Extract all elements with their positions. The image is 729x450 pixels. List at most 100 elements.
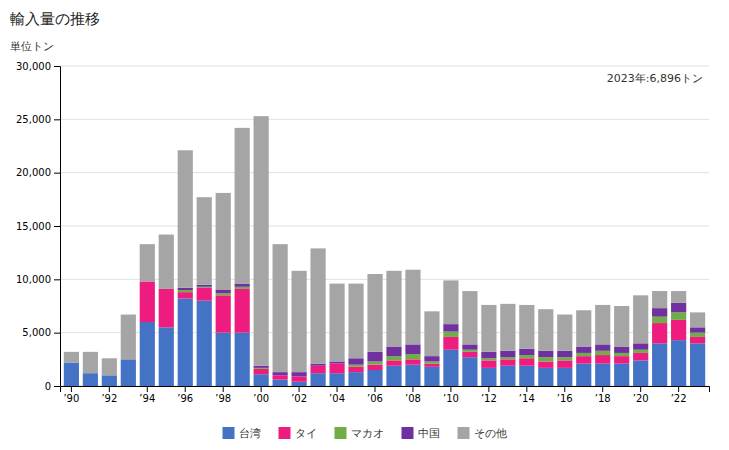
bar-segment <box>500 357 515 359</box>
bar-segment <box>254 374 269 386</box>
legend-label: マカオ <box>351 427 384 440</box>
x-tick-mark <box>299 386 300 392</box>
x-tick-label: ’96 <box>177 393 193 404</box>
bar-segment <box>273 244 288 372</box>
y-tick-mark <box>54 66 60 67</box>
bar-segment <box>538 361 553 367</box>
x-tick-mark <box>261 386 262 392</box>
x-tick-mark <box>71 386 72 392</box>
bar-segment <box>367 361 382 364</box>
y-tick: 5,000 <box>22 327 60 338</box>
bar-segment <box>405 354 420 359</box>
bar-segment <box>519 349 534 355</box>
x-tick-label: ’08 <box>405 393 421 404</box>
bar-segment <box>348 367 363 372</box>
bar-segment <box>519 358 534 365</box>
x-tick-label: ’18 <box>595 393 611 404</box>
x-tick-mark <box>640 386 641 392</box>
bar-segment <box>386 360 401 365</box>
bar-segment <box>633 353 648 360</box>
x-tick-label: ’22 <box>671 393 687 404</box>
bar-segment <box>443 280 458 324</box>
x-tick-mark <box>450 386 451 392</box>
bar-segment <box>254 116 269 366</box>
legend-item: 中国 <box>402 427 440 440</box>
bar-segment <box>64 363 79 386</box>
chart: ’90’92’94’96’98’00’02’04’06’08’10’12’14’… <box>0 0 729 450</box>
bar-segment <box>500 351 515 357</box>
x-tick-mark <box>564 386 565 392</box>
bar-segment <box>197 285 212 287</box>
bar-segment <box>178 292 193 298</box>
x-tick-label: ’16 <box>557 393 573 404</box>
y-tick-label: 5,000 <box>22 327 51 338</box>
bar-segment <box>348 358 363 364</box>
x-tick-label: ’98 <box>215 393 231 404</box>
legend-label: 中国 <box>418 427 440 440</box>
bar-segment <box>500 359 515 365</box>
x-tick: ’06 <box>367 386 383 404</box>
bar-segment <box>671 312 686 319</box>
x-tick: ’02 <box>291 386 307 404</box>
bar-segment <box>159 289 174 327</box>
bar-segment <box>690 333 705 337</box>
bar-segment <box>424 367 439 386</box>
grid <box>60 66 709 386</box>
legend-swatch <box>402 427 414 439</box>
bar-segment <box>197 301 212 386</box>
bar-segment <box>614 306 629 347</box>
x-tick-mark <box>223 386 224 392</box>
y-tick-label: 15,000 <box>16 221 51 232</box>
grid-line <box>60 226 709 227</box>
bar-segment <box>576 364 591 386</box>
bar-segment <box>652 291 667 308</box>
bar-segment <box>500 304 515 351</box>
bar-segment <box>386 366 401 386</box>
bar-segment <box>519 366 534 386</box>
bar-segment <box>443 337 458 350</box>
legend-swatch <box>223 427 235 439</box>
bar-segment <box>197 288 212 301</box>
bar-segment <box>83 373 98 386</box>
grid-line <box>60 172 709 173</box>
bar-segment <box>235 284 250 287</box>
y-tick-mark <box>54 173 60 174</box>
bar-segment <box>633 295 648 343</box>
bar-segment <box>538 357 553 361</box>
bar-segment <box>292 271 307 372</box>
bar-segment <box>348 372 363 386</box>
x-tick-mark <box>488 386 489 392</box>
bar-segment <box>538 351 553 357</box>
x-tick-label: ’94 <box>139 393 155 404</box>
bar-segment <box>633 343 648 349</box>
bar-segment <box>329 373 344 386</box>
x-tick: ’98 <box>215 386 231 404</box>
bar-segment <box>481 352 496 358</box>
x-tick: ’20 <box>633 386 649 404</box>
legend-label: 台湾 <box>239 427 261 440</box>
y-tick-mark <box>54 333 60 334</box>
bar-segment <box>329 364 344 374</box>
bar-segment <box>197 197 212 284</box>
bar-segment <box>595 305 610 344</box>
y-tick-label: 0 <box>45 381 51 392</box>
y-tick-label: 10,000 <box>16 274 51 285</box>
bar-series <box>140 281 706 381</box>
bar-segment <box>462 350 477 352</box>
bar-segment <box>462 357 477 386</box>
bar-segment <box>140 322 155 386</box>
bar-segment <box>671 303 686 313</box>
bar-segment <box>216 193 231 290</box>
bar-segment <box>671 340 686 386</box>
y-axis: 05,00010,00015,00020,00025,00030,000 <box>16 61 61 392</box>
x-tick-label: ’02 <box>291 393 307 404</box>
x-tick-mark <box>147 386 148 392</box>
x-tick: ’22 <box>671 386 687 404</box>
x-tick: ’14 <box>519 386 535 404</box>
bar-segment <box>690 312 705 327</box>
bar-segment <box>614 356 629 363</box>
x-tick: ’08 <box>405 386 421 404</box>
x-tick-label: ’12 <box>481 393 497 404</box>
legend-item: マカオ <box>335 427 384 440</box>
y-tick: 25,000 <box>16 114 60 125</box>
